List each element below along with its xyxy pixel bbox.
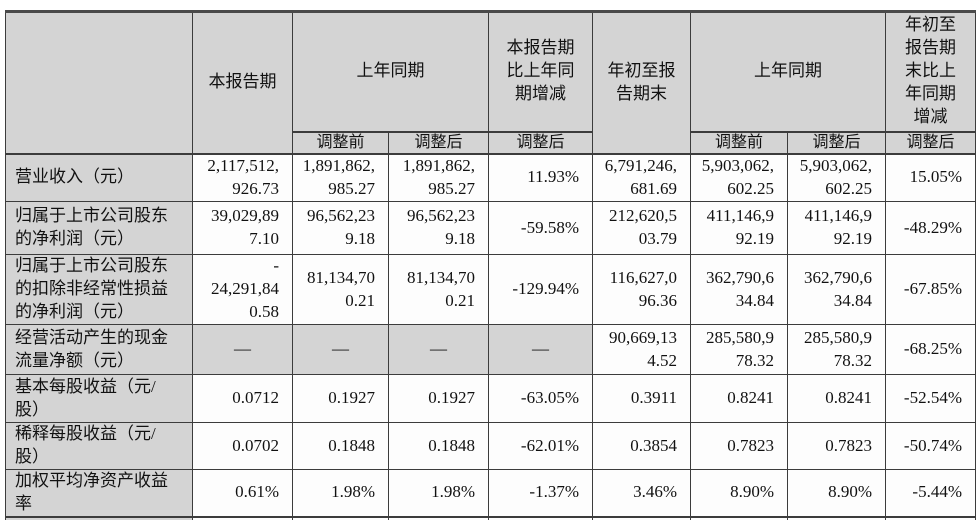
subheader-after-adjust: 调整后 (488, 131, 593, 155)
dash-cell: — (488, 324, 593, 375)
value-cell: -68.25% (885, 324, 976, 375)
value-cell: 362,790,6 34.84 (690, 254, 788, 325)
table-row-diluted-eps: 稀释每股收益（元/ 股） 0.0702 0.1848 0.1848 -62.01… (5, 422, 976, 470)
value-cell: 8.90% (787, 468, 886, 518)
value-cell (885, 516, 976, 520)
row-label: 基本每股收益（元/ 股） (5, 374, 193, 423)
value-cell: 90,669,13 4.52 (592, 324, 691, 375)
value-cell: 285,580,9 78.32 (787, 324, 886, 375)
value-cell: 96,562,23 9.18 (292, 201, 389, 255)
value-cell: 11.93% (488, 153, 593, 202)
subheader-before-adjust: 调整前 (690, 131, 788, 155)
value-cell: -67.85% (885, 254, 976, 325)
value-cell: 1,891,862, 985.27 (292, 153, 389, 202)
dash-cell: — (388, 324, 489, 375)
subheader-after-adjust: 调整后 (885, 131, 976, 155)
value-cell: -62.01% (488, 422, 593, 470)
row-label: 归属于上市公司股东 的扣除非经常性损益 的净利润（元） (5, 254, 193, 325)
value-cell: 96,562,23 9.18 (388, 201, 489, 255)
subheader-after-adjust: 调整后 (388, 131, 489, 155)
row-label: 稀释每股收益（元/ 股） (5, 422, 193, 470)
table-row-basic-eps: 基本每股收益（元/ 股） 0.0712 0.1927 0.1927 -63.05… (5, 374, 976, 423)
header-prior-year-same-period-ytd: 上年同期 (690, 11, 886, 133)
value-cell: 39,029,89 7.10 (192, 201, 293, 255)
table-row-weighted-avg-roe: 加权平均净资产收益 率 0.61% 1.98% 1.98% -1.37% 3.4… (5, 468, 976, 518)
value-cell: 0.1848 (292, 422, 389, 470)
value-cell: 81,134,70 0.21 (388, 254, 489, 325)
value-cell: -59.58% (488, 201, 593, 255)
value-cell: -5.44% (885, 468, 976, 518)
value-cell: - 24,291,84 0.58 (192, 254, 293, 325)
value-cell: -1.37% (488, 468, 593, 518)
value-cell: 0.3854 (592, 422, 691, 470)
header-row-secondary: 调整前 调整后 调整后 调整前 调整后 调整后 (6, 131, 976, 155)
value-cell: 2,117,512, 926.73 (192, 153, 293, 202)
value-cell: 116,627,0 96.36 (592, 254, 691, 325)
value-cell: 3.46% (592, 468, 691, 518)
row-label: 营业收入（元） (5, 153, 193, 202)
table-row-net-profit: 归属于上市公司股东 的净利润（元） 39,029,89 7.10 96,562,… (5, 201, 976, 255)
header-ytd: 年初至报 告期末 (592, 11, 691, 155)
table-row-net-profit-excl-nonrecurring: 归属于上市公司股东 的扣除非经常性损益 的净利润（元） - 24,291,84 … (5, 254, 976, 325)
value-cell: 15.05% (885, 153, 976, 202)
financial-summary-table: 本报告期 上年同期 本报告期 比上年同 期增减 年初至报 告期末 上年同期 年初… (5, 10, 976, 520)
value-cell: 362,790,6 34.84 (787, 254, 886, 325)
value-cell: 1,891,862, 985.27 (388, 153, 489, 202)
value-cell: 5,903,062, 602.25 (690, 153, 788, 202)
row-label: 经营活动产生的现金 流量净额（元） (5, 324, 193, 375)
header-row-primary: 本报告期 上年同期 本报告期 比上年同 期增减 年初至报 告期末 上年同期 年初… (5, 11, 976, 155)
table-row-operating-cash-flow: 经营活动产生的现金 流量净额（元） — — — — 90,669,13 4.52… (5, 324, 976, 375)
value-cell: 1.98% (292, 468, 389, 518)
value-cell: 0.1848 (388, 422, 489, 470)
value-cell: 285,580,9 78.32 (690, 324, 788, 375)
value-cell: 8.90% (690, 468, 788, 518)
value-cell: 0.1927 (292, 374, 389, 423)
subheader-after-adjust: 调整后 (787, 131, 886, 155)
value-cell: 212,620,5 03.79 (592, 201, 691, 255)
value-cell: -63.05% (488, 374, 593, 423)
value-cell: 6,791,246, 681.69 (592, 153, 691, 202)
header-prior-year-same-period: 上年同期 (292, 11, 489, 133)
value-cell: 5,903,062, 602.25 (787, 153, 886, 202)
corner-cell (5, 11, 193, 155)
value-cell: -50.74% (885, 422, 976, 470)
value-cell: 0.7823 (690, 422, 788, 470)
row-label: 归属于上市公司股东 的净利润（元） (5, 201, 193, 255)
value-cell: 0.8241 (690, 374, 788, 423)
value-cell: 0.0702 (192, 422, 293, 470)
value-cell: 0.0712 (192, 374, 293, 423)
value-cell: -52.54% (885, 374, 976, 423)
dash-cell: — (292, 324, 389, 375)
value-cell: 0.61% (192, 468, 293, 518)
value-cell: -129.94% (488, 254, 593, 325)
header-period-over-period-change: 本报告期 比上年同 期增减 (488, 11, 593, 133)
value-cell: 0.1927 (388, 374, 489, 423)
value-cell: -48.29% (885, 201, 976, 255)
header-ytd-change: 年初至 报告期 末比上 年同期 增减 (885, 11, 976, 133)
table-row-revenue: 营业收入（元） 2,117,512, 926.73 1,891,862, 985… (5, 153, 976, 202)
value-cell: 0.3911 (592, 374, 691, 423)
dash-cell: — (192, 324, 293, 375)
subheader-before-adjust: 调整前 (292, 131, 389, 155)
value-cell: 1.98% (388, 468, 489, 518)
value-cell: 411,146,9 92.19 (787, 201, 886, 255)
value-cell: 81,134,70 0.21 (292, 254, 389, 325)
value-cell: 0.7823 (787, 422, 886, 470)
row-label: 加权平均净资产收益 率 (5, 468, 193, 518)
header-current-period: 本报告期 (192, 11, 293, 155)
value-cell: 0.8241 (787, 374, 886, 423)
table-row-clipped (5, 516, 976, 520)
value-cell: 411,146,9 92.19 (690, 201, 788, 255)
